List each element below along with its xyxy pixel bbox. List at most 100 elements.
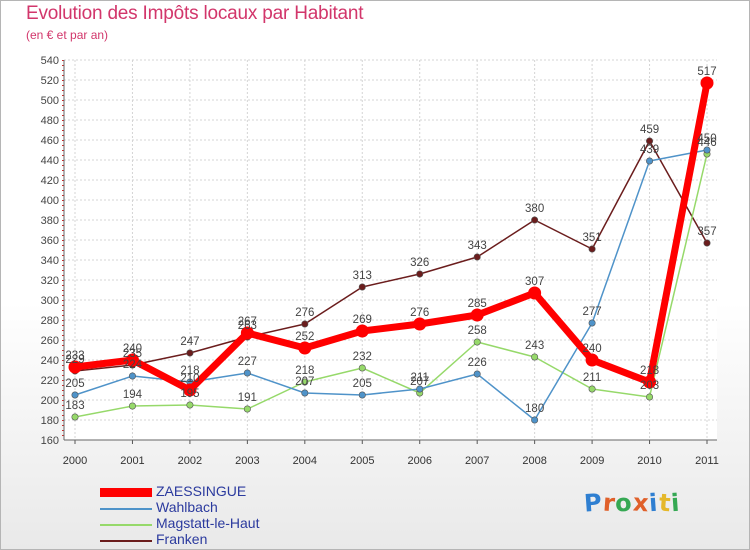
data-point: [643, 375, 657, 389]
data-label: 313: [353, 270, 372, 282]
data-label: 218: [640, 365, 659, 377]
data-point: [125, 353, 139, 367]
x-tick-label: 2001: [120, 455, 144, 467]
data-point: [240, 326, 254, 340]
proxiti-logo: Proxiti: [583, 488, 682, 518]
chart-subtitle: (en € et par an): [26, 28, 109, 42]
y-tick-label: 220: [41, 375, 59, 387]
data-label: 218: [295, 365, 314, 377]
data-label: 351: [582, 232, 601, 244]
legend-label: Magstatt-le-Haut: [156, 515, 260, 531]
x-tick-label: 2002: [178, 455, 202, 467]
data-point: [416, 270, 424, 278]
data-labels: 229 235 247 263 276 313 326 343 380 351 459 357 183 1…: [65, 66, 716, 415]
x-tick-label: 2008: [522, 455, 546, 467]
y-tick-label: 400: [41, 195, 59, 207]
data-label: 269: [353, 314, 372, 326]
data-point: [358, 391, 366, 399]
y-tick-label: 180: [41, 415, 59, 427]
data-label: 285: [468, 298, 487, 310]
x-tick-label: 2005: [350, 455, 374, 467]
legend-label: Wahlbach: [156, 499, 218, 515]
series-line-magstatt-le-haut: [74, 153, 708, 418]
legend-swatch: [100, 488, 152, 497]
data-label: 211: [583, 372, 601, 384]
series-magstatt-le-haut: [71, 150, 711, 421]
data-point: [528, 286, 542, 300]
data-label: 227: [238, 356, 257, 368]
data-point: [128, 372, 136, 380]
data-label: 224: [123, 359, 143, 371]
data-point: [473, 370, 481, 378]
data-point: [646, 137, 654, 145]
series-line-wahlbach: [74, 149, 708, 421]
data-label: 211: [411, 372, 429, 384]
y-tick-label: 260: [41, 335, 59, 347]
data-label: 229: [65, 354, 84, 366]
x-tick-label: 2004: [293, 455, 317, 467]
x-tick-label: 2007: [465, 455, 489, 467]
series-zaessingue: [68, 76, 714, 397]
data-label: 203: [640, 380, 659, 392]
data-label: 205: [353, 378, 372, 390]
data-label: 276: [410, 307, 429, 319]
y-tick-label: 320: [41, 275, 59, 287]
data-label: 517: [697, 66, 716, 78]
logo-letter: o: [614, 488, 634, 518]
data-point: [358, 364, 366, 372]
data-point: [588, 385, 596, 393]
data-point: [531, 353, 539, 361]
x-tick-label: 2006: [407, 455, 431, 467]
data-point: [473, 338, 481, 346]
logo-letter: i: [670, 488, 682, 518]
data-point: [416, 385, 424, 393]
data-label: 180: [525, 403, 544, 415]
data-point: [588, 245, 596, 253]
data-point: [71, 391, 79, 399]
data-label: 439: [640, 144, 659, 156]
data-point: [186, 349, 194, 357]
x-tick-label: 2000: [63, 455, 87, 467]
data-label: 232: [353, 351, 372, 363]
data-point: [646, 157, 654, 165]
data-label: 277: [582, 306, 601, 318]
data-point: [301, 378, 309, 386]
data-point: [355, 324, 369, 338]
plot-area: [64, 60, 717, 440]
data-label: 207: [410, 376, 429, 388]
data-point: [128, 402, 136, 410]
data-point: [413, 317, 427, 331]
data-label: 194: [123, 389, 143, 401]
y-tick-label: 340: [41, 255, 59, 267]
axes: 160 180 200 220 240 260 280 300 320 340 360 380 400 4…: [41, 55, 719, 467]
y-tick-label: 380: [41, 215, 59, 227]
data-label: 357: [697, 226, 716, 238]
line-chart: 160 180 200 220 240 260 280 300 320 340 360 380 400 4…: [41, 55, 719, 467]
data-label: 276: [295, 307, 314, 319]
logo-letter: P: [583, 488, 604, 518]
data-label: 380: [525, 203, 544, 215]
series-wahlbach: [71, 146, 711, 424]
data-label: 240: [582, 343, 601, 355]
data-label: 446: [697, 137, 716, 149]
legend-swatch: [100, 508, 152, 510]
legend-label: Franken: [156, 531, 208, 547]
data-label: 183: [65, 400, 84, 412]
data-label: 207: [295, 376, 314, 388]
legend-swatch: [100, 524, 152, 526]
data-label: 235: [123, 348, 142, 360]
data-label: 258: [468, 325, 487, 337]
y-tick-label: 160: [41, 435, 59, 447]
data-point: [358, 283, 366, 291]
data-point: [588, 319, 596, 327]
data-point: [183, 383, 197, 397]
y-tick-label: 240: [41, 355, 59, 367]
chart-title: Evolution des Impôts locaux par Habitant: [26, 3, 364, 24]
data-label: 233: [65, 350, 84, 362]
data-point: [68, 360, 82, 374]
data-point: [186, 401, 194, 409]
data-point: [531, 416, 539, 424]
series-line-zaessingue: [74, 82, 711, 394]
y-tick-label: 360: [41, 235, 59, 247]
x-tick-label: 2011: [695, 455, 719, 467]
